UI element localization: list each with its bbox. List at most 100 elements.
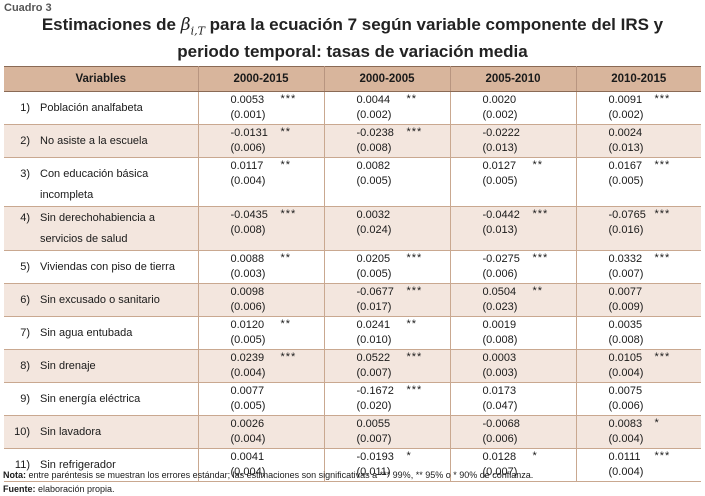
coefficient: 0.0241 bbox=[356, 319, 391, 331]
coefficient: -0.0222 bbox=[482, 127, 520, 139]
title-prefix: Estimaciones de bbox=[41, 15, 181, 34]
estimate-cell: 0.0111 (0.004) *** bbox=[575, 448, 701, 482]
coefficient: -0.0435 bbox=[230, 209, 268, 221]
standard-error: (0.001) bbox=[230, 109, 266, 121]
header-2000-2005: 2000-2005 bbox=[323, 66, 451, 92]
standard-error: (0.005) bbox=[608, 175, 644, 187]
variable-cell: 11) Sin refrigerador bbox=[4, 448, 198, 482]
significance-stars: *** bbox=[654, 450, 671, 462]
coefficient: 0.0020 bbox=[482, 94, 517, 106]
standard-error: (0.023) bbox=[482, 301, 518, 313]
estimate-cell: 0.0127 (0.005) ** bbox=[449, 157, 576, 207]
coefficient: 0.0075 bbox=[608, 385, 643, 397]
estimate-cell: 0.0239 (0.004) *** bbox=[197, 349, 324, 383]
table-row: 10) Sin lavadora 0.0026 (0.004) 0.0055 (0.007… bbox=[4, 415, 701, 449]
significance-stars: *** bbox=[654, 208, 671, 220]
coefficient: 0.0091 bbox=[608, 94, 643, 106]
standard-error: (0.008) bbox=[608, 334, 644, 346]
coefficient: -0.0442 bbox=[482, 209, 520, 221]
table-note: Nota: entre paréntesis se muestran los e… bbox=[3, 470, 533, 480]
variable-cell: 3) Con educación básica incompleta bbox=[4, 157, 198, 207]
estimate-cell: 0.0020 (0.002) bbox=[449, 91, 576, 125]
row-number: 11) bbox=[14, 459, 30, 471]
coefficient: 0.0522 bbox=[356, 352, 391, 364]
significance-stars: *** bbox=[280, 208, 297, 220]
coefficient: -0.0193 bbox=[356, 451, 394, 463]
standard-error: (0.004) bbox=[230, 367, 266, 379]
significance-stars: *** bbox=[406, 126, 423, 138]
estimate-cell: 0.0120 (0.005) ** bbox=[197, 316, 324, 350]
coefficient: 0.0120 bbox=[230, 319, 265, 331]
variable-label: Sin agua entubada bbox=[40, 327, 133, 339]
variable-name: 7) Sin agua entubada bbox=[4, 317, 198, 344]
standard-error: (0.020) bbox=[356, 400, 392, 412]
standard-error: (0.007) bbox=[608, 268, 644, 280]
variable-cell: 10) Sin lavadora bbox=[4, 415, 198, 449]
variable-label: Sin derechohabiencia a servicios de salu… bbox=[40, 212, 155, 245]
beta-letter: β bbox=[180, 15, 191, 35]
significance-stars: *** bbox=[654, 159, 671, 171]
row-number: 3) bbox=[20, 168, 30, 180]
estimates-table: Variables 2000-2015 2000-2005 2005-2010 … bbox=[4, 66, 701, 482]
estimate-cell: 0.0522 (0.007) *** bbox=[323, 349, 450, 383]
estimate-cell: 0.0035 (0.008) bbox=[575, 316, 701, 350]
variable-cell: 6) Sin excusado o sanitario bbox=[4, 283, 198, 317]
standard-error: (0.004) bbox=[608, 466, 644, 478]
standard-error: (0.004) bbox=[608, 367, 644, 379]
significance-stars: ** bbox=[406, 93, 418, 105]
coefficient: 0.0332 bbox=[608, 253, 643, 265]
significance-stars: * bbox=[654, 417, 660, 429]
variable-name: 10) Sin lavadora bbox=[4, 416, 198, 443]
coefficient: 0.0205 bbox=[356, 253, 391, 265]
row-number: 10) bbox=[14, 426, 30, 438]
standard-error: (0.009) bbox=[608, 301, 644, 313]
estimate-cell: 0.0053 (0.001) *** bbox=[197, 91, 324, 125]
significance-stars: *** bbox=[406, 351, 423, 363]
estimate-cell: -0.1672 (0.020) *** bbox=[323, 382, 450, 416]
significance-stars: * bbox=[532, 450, 538, 462]
table-row: 7) Sin agua entubada 0.0120 (0.005) ** 0.0241… bbox=[4, 316, 701, 350]
coefficient: 0.0088 bbox=[230, 253, 265, 265]
estimate-cell: -0.0068 (0.006) bbox=[449, 415, 576, 449]
row-number: 4) bbox=[20, 212, 30, 224]
standard-error: (0.008) bbox=[482, 334, 518, 346]
standard-error: (0.006) bbox=[482, 268, 518, 280]
estimate-cell: -0.0131 (0.006) ** bbox=[197, 124, 324, 158]
estimate-cell: -0.0222 (0.013) bbox=[449, 124, 576, 158]
estimate-cell: 0.0083 (0.004) * bbox=[575, 415, 701, 449]
table-row: 8) Sin drenaje 0.0239 (0.004) *** 0.0522 (0.00… bbox=[4, 349, 701, 383]
variable-label: Con educación básica incompleta bbox=[40, 168, 149, 201]
coefficient: -0.0131 bbox=[230, 127, 268, 139]
standard-error: (0.010) bbox=[356, 334, 392, 346]
coefficient: 0.0167 bbox=[608, 160, 643, 172]
note-text: entre paréntesis se muestran los errores… bbox=[26, 470, 534, 480]
coefficient: 0.0504 bbox=[482, 286, 517, 298]
significance-stars: ** bbox=[280, 159, 292, 171]
variable-label: Sin drenaje bbox=[40, 360, 96, 372]
estimate-cell: -0.0435 (0.008) *** bbox=[197, 206, 324, 251]
standard-error: (0.011) bbox=[356, 466, 391, 478]
coefficient: 0.0128 bbox=[482, 451, 517, 463]
table-row: 3) Con educación básica incompleta 0.0117 (… bbox=[4, 157, 701, 207]
coefficient: 0.0026 bbox=[230, 418, 265, 430]
standard-error: (0.005) bbox=[230, 334, 266, 346]
estimate-cell: 0.0003 (0.003) bbox=[449, 349, 576, 383]
standard-error: (0.017) bbox=[356, 301, 392, 313]
variable-cell: 5) Viviendas con piso de tierra bbox=[4, 250, 198, 284]
coefficient: -0.0068 bbox=[482, 418, 520, 430]
estimate-cell: 0.0088 (0.003) ** bbox=[197, 250, 324, 284]
row-number: 5) bbox=[20, 261, 30, 273]
estimate-cell: 0.0091 (0.002) *** bbox=[575, 91, 701, 125]
coefficient: 0.0035 bbox=[608, 319, 643, 331]
title-line-2: periodo temporal: tasas de variación med… bbox=[177, 42, 528, 62]
coefficient: 0.0239 bbox=[230, 352, 265, 364]
coefficient: -0.0238 bbox=[356, 127, 394, 139]
estimate-cell: 0.0077 (0.005) bbox=[197, 382, 324, 416]
estimate-cell: 0.0082 (0.005) bbox=[323, 157, 450, 207]
estimate-cell: -0.0442 (0.013) *** bbox=[449, 206, 576, 251]
variable-cell: 4) Sin derechohabiencia a servicios de sa… bbox=[4, 206, 198, 251]
variable-name: 11) Sin refrigerador bbox=[4, 449, 198, 476]
coefficient: 0.0053 bbox=[230, 94, 265, 106]
variable-label: No asiste a la escuela bbox=[40, 135, 148, 147]
estimate-cell: 0.0055 (0.007) bbox=[323, 415, 450, 449]
